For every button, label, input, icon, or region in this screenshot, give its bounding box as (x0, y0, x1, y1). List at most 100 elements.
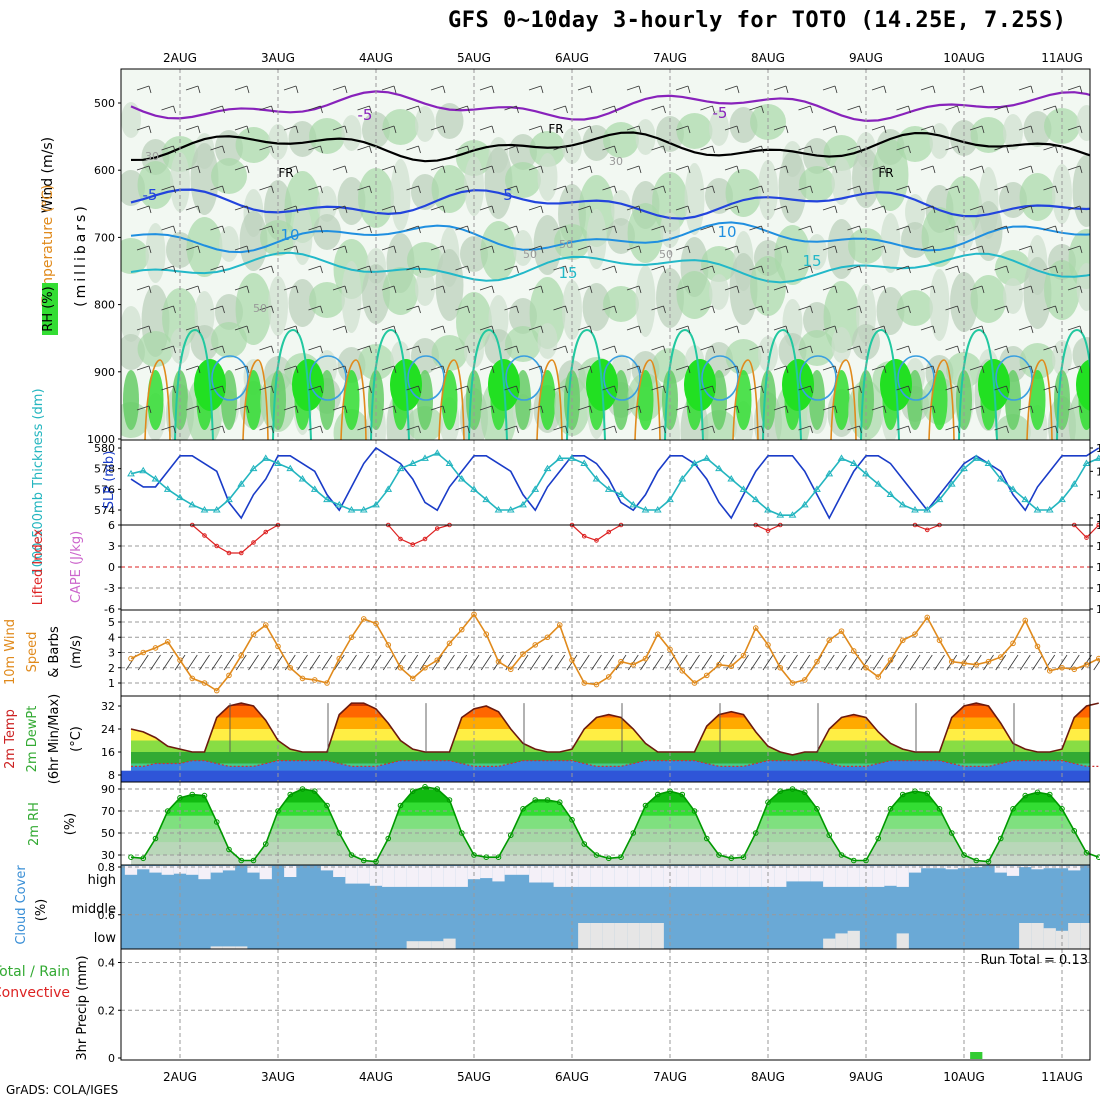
wind-barb (308, 345, 321, 351)
rh-patch (484, 147, 513, 219)
thickness-marker (837, 454, 846, 461)
wind10m-barb (419, 654, 431, 671)
wind-barb (479, 365, 493, 371)
wind-barb-flag (442, 125, 446, 134)
rh2m-marker (642, 802, 649, 809)
wind10m-barb (382, 654, 394, 671)
wind-barb-flag (957, 145, 960, 154)
temp2m-ylabel: (°C) (69, 726, 84, 752)
wind-barb (210, 305, 223, 311)
wind-barb-flag (148, 285, 152, 294)
rh-patch (123, 370, 139, 430)
thickness-marker (996, 475, 1005, 482)
wind-barb (626, 405, 640, 411)
li-ylabel: Lifted Index (31, 528, 46, 605)
wind-barb-flag (344, 325, 348, 334)
cloud-high-bar (676, 866, 689, 887)
wind-barb (136, 325, 150, 331)
wind-barb (675, 325, 689, 331)
wind-barb (994, 345, 1007, 351)
wind-barb-flag (1030, 125, 1034, 134)
rh2m-marker (483, 854, 490, 861)
li-marker (1096, 522, 1100, 528)
wind-barb-flag (1055, 305, 1058, 314)
wind-barb-flag (295, 325, 299, 334)
wind-barb-flag (663, 425, 666, 434)
rh-patch (676, 113, 713, 149)
wind-barb-flag (516, 305, 519, 314)
wind-barb (381, 165, 395, 171)
wind-barb (847, 105, 860, 111)
rh2m-marker (556, 799, 563, 806)
wind-barb (969, 125, 983, 131)
wind10m-barb (995, 654, 1007, 671)
cloud-high-bar (541, 866, 554, 883)
wind10m-barb (456, 654, 468, 671)
wind10m-marker (348, 634, 355, 641)
wind-barb-flag (957, 185, 960, 194)
wind-barb (136, 365, 150, 371)
wind-barb (1093, 386, 1100, 390)
wind-barb-flag (516, 225, 519, 234)
wind10m-marker (434, 657, 441, 663)
wind-barb (602, 305, 615, 311)
thickness-marker (923, 506, 932, 513)
wind-barb (283, 365, 297, 371)
rh2m-marker (446, 797, 453, 803)
tick-label: 1017 (1096, 442, 1100, 455)
rh-patch (1076, 263, 1090, 311)
wind-barb (1067, 165, 1081, 171)
wind-barb (357, 305, 370, 311)
wind-barb-flag (246, 165, 250, 174)
wind-barb (1018, 85, 1032, 91)
wind-barb-flag (173, 305, 176, 314)
wind-barb-flag (540, 325, 544, 334)
contour-loop (309, 355, 347, 401)
rh2m-marker (814, 806, 820, 812)
thickness-marker (286, 464, 295, 472)
wind-barb (553, 265, 566, 271)
wind-barb (381, 125, 395, 131)
thickness-marker (764, 506, 772, 513)
panel-frame-precip (120, 948, 1091, 1061)
cloud-level-label: middle (72, 902, 116, 917)
wind-barb-flag (638, 405, 642, 414)
wind-barb (822, 365, 836, 371)
rh-band (131, 789, 1090, 803)
wind-barb (283, 85, 297, 91)
wind-barb (455, 425, 468, 431)
wind-barb-flag (1006, 305, 1009, 314)
wind-barb-flag (246, 85, 250, 94)
contour-loop (468, 328, 508, 440)
wind-barb (847, 345, 860, 351)
wind-barb (406, 145, 419, 151)
wind10m-barb (162, 654, 174, 671)
wind-barb (430, 125, 444, 131)
wind-barb-flag (712, 425, 715, 434)
wind-barb (136, 205, 150, 211)
wind-barb (700, 145, 713, 151)
wind-barb-flag (859, 425, 862, 434)
wind-barb (847, 185, 860, 191)
thickness-marker (751, 495, 760, 503)
wind-barb (945, 345, 958, 351)
tick-label: 600 (94, 164, 115, 177)
wind-barb-flag (687, 125, 691, 134)
wind10m-barb (946, 654, 958, 671)
wind-barb (1067, 245, 1081, 251)
wind-barb (283, 405, 297, 411)
wind10m-marker (360, 616, 367, 622)
wind-barb-flag (883, 85, 887, 94)
rh2m-marker (422, 784, 428, 790)
rh-patch (827, 219, 856, 279)
cloud-high-bar (1031, 866, 1044, 870)
wind-barb-flag (785, 285, 789, 294)
contour-loop (272, 328, 312, 440)
wind-barb-flag (1006, 385, 1009, 394)
rh2m-marker (1059, 806, 1065, 812)
wind-barb-flag (197, 365, 201, 374)
wind10m-barb (738, 654, 749, 671)
wind-barb (283, 125, 297, 131)
wind-barb-flag (197, 205, 201, 214)
wind-barb-flag (173, 385, 176, 394)
